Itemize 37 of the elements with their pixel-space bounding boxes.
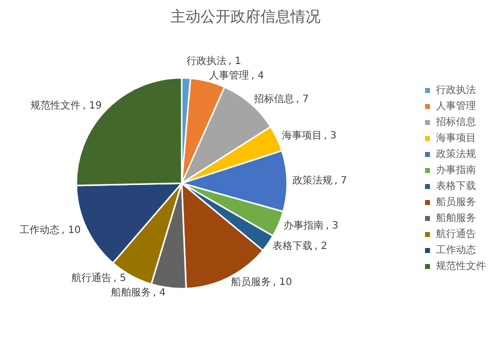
legend-label: 表格下载 [436,180,476,192]
legend-label: 海事项目 [436,132,476,144]
data-label: , 2 [314,240,328,252]
slice-label: 海事项目 [282,130,322,142]
data-label: , 7 [334,175,348,186]
data-label: , 7 [296,94,309,106]
legend-label: 行政执法 [436,84,476,96]
slice-label: 船员服务 [230,276,271,288]
data-label: , 3 [324,130,337,142]
slice-label: 航行通告 [71,272,112,284]
data-label: , 5 [113,272,126,284]
legend-label: 办事指南 [436,164,476,176]
slice-label: 工作动态 [20,224,60,236]
slice-label: 表格下载 [272,240,313,252]
data-label: , 1 [228,56,242,67]
chart-title: 主动公开政府信息情况 [170,8,320,26]
legend-label: 船员服务 [436,196,476,208]
legend-label: 航行通告 [436,228,476,240]
slice-label: 办事指南 [284,220,324,232]
data-label: , 4 [152,288,166,299]
slice-label: 行政执法 [186,54,226,67]
legend-label: 招标信息 [436,116,476,128]
legend-label: 船舶服务 [436,212,476,224]
data-label: , 10 [272,276,292,288]
data-label: , 4 [251,70,264,82]
legend-label: 工作动态 [436,244,476,256]
data-label: , 3 [326,220,338,232]
data-label: , 10 [62,224,81,236]
slice-label: 人事管理 [209,70,250,82]
slice-label: 船舶服务 [110,286,151,299]
slice-label: 招标信息 [253,93,294,106]
slice-label: 政策法规 [292,174,332,186]
legend-label: 规范性文件 [436,260,486,272]
legend-label: 人事管理 [436,100,476,112]
data-label: , 19 [82,100,102,112]
legend-label: 政策法规 [436,148,476,160]
slice-label: 规范性文件 [30,99,81,112]
